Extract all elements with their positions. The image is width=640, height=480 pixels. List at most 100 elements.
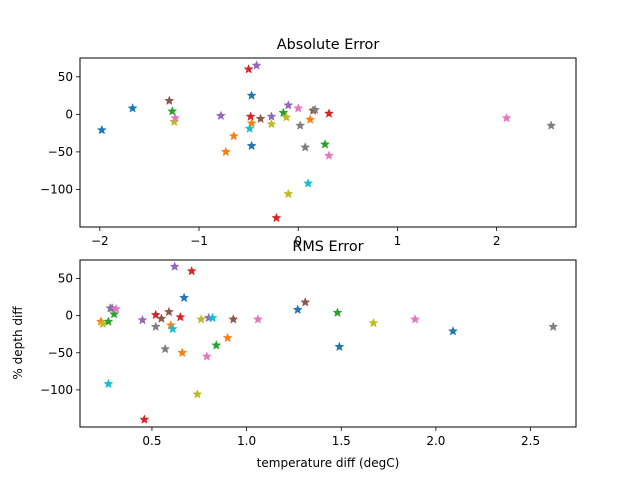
- absolute-error-point: [266, 118, 277, 129]
- rms-error-x-ticks: 0.5 1.0 1.5 2.0 2.5: [142, 427, 540, 448]
- rms-error-point: [175, 311, 186, 322]
- absolute-error-point: [246, 140, 257, 151]
- rms-error-x-tick-label: 1.0: [237, 434, 256, 448]
- y-axis-label: % depth diff: [11, 306, 25, 380]
- rms-error-points: [95, 261, 559, 424]
- rms-error-point: [228, 314, 239, 324]
- absolute-error-point: [228, 130, 239, 141]
- absolute-error-x-tick-label: 1: [394, 234, 402, 248]
- rms-error-point: [222, 332, 233, 343]
- absolute-error-point: [283, 188, 294, 199]
- absolute-error-point: [251, 60, 262, 70]
- absolute-error-point: [305, 114, 316, 124]
- rms-error-point: [150, 321, 161, 332]
- rms-error-point: [160, 343, 171, 354]
- absolute-error-x-tick-label: 2: [493, 234, 501, 248]
- rms-error-point: [150, 309, 161, 320]
- absolute-error-point: [164, 95, 175, 106]
- rms-error-point: [137, 314, 148, 325]
- absolute-error-point: [323, 150, 335, 160]
- rms-error-point: [177, 347, 188, 358]
- absolute-error-point: [320, 139, 331, 149]
- rms-error-point: [186, 265, 197, 276]
- absolute-error-point: [167, 106, 178, 116]
- rms-error-point: [207, 312, 218, 323]
- absolute-error-point: [244, 123, 255, 133]
- absolute-error-subplot: Absolute Error −2 −1 0 1 2 −100 −50 0 50: [40, 37, 577, 248]
- rms-error-point: [368, 317, 379, 328]
- rms-error-point: [548, 321, 559, 332]
- absolute-error-y-tick-label: 0: [65, 107, 73, 121]
- absolute-error-point: [323, 108, 335, 118]
- absolute-error-point: [283, 100, 294, 110]
- rms-error-x-tick-label: 1.5: [332, 434, 351, 448]
- rms-error-point: [211, 340, 222, 350]
- absolute-error-point: [243, 63, 254, 74]
- rms-error-point: [196, 314, 207, 324]
- absolute-error-y-tick-label: −50: [48, 145, 73, 159]
- rms-error-point: [334, 341, 345, 352]
- rms-error-point: [103, 316, 114, 326]
- absolute-error-points: [96, 60, 557, 223]
- absolute-error-point: [278, 107, 289, 118]
- absolute-error-point: [220, 146, 231, 157]
- absolute-error-point: [293, 103, 304, 113]
- rms-error-y-ticks: −100 −50 0 50: [40, 272, 80, 397]
- rms-error-point: [292, 304, 303, 315]
- absolute-error-point: [96, 124, 107, 135]
- absolute-error-x-tick-label: −1: [190, 234, 208, 248]
- rms-error-point: [201, 351, 212, 361]
- rms-error-point: [110, 303, 121, 314]
- rms-error-point: [139, 414, 150, 424]
- x-axis-label: temperature diff (degC): [257, 456, 400, 470]
- absolute-error-point: [271, 212, 282, 223]
- absolute-error-x-tick-label: 0: [294, 234, 302, 248]
- absolute-error-point: [303, 178, 314, 188]
- rms-error-point: [332, 307, 343, 317]
- rms-error-point: [156, 313, 167, 323]
- rms-error-title: RMS Error: [292, 239, 363, 255]
- rms-error-x-tick-label: 2.5: [521, 434, 540, 448]
- rms-error-x-tick-label: 2.0: [426, 434, 445, 448]
- rms-error-point: [447, 325, 458, 336]
- absolute-error-point: [246, 118, 257, 128]
- rms-error-subplot: 0.5 1.0 1.5 2.0 2.5 −100 −50 0 50 temperature d…: [11, 259, 577, 470]
- absolute-error-y-tick-label: −100: [40, 182, 73, 196]
- absolute-error-point: [255, 113, 266, 124]
- rms-error-point: [179, 292, 190, 303]
- rms-error-x-tick-label: 0.5: [142, 434, 161, 448]
- absolute-error-y-ticks: −100 −50 0 50: [40, 70, 80, 196]
- rms-error-y-tick-label: 0: [65, 309, 73, 323]
- rms-error-point: [167, 323, 178, 334]
- absolute-error-point: [245, 111, 256, 121]
- absolute-error-title: Absolute Error: [277, 37, 380, 53]
- absolute-error-x-tick-label: −2: [91, 234, 109, 248]
- absolute-error-point: [281, 112, 292, 122]
- absolute-error-point: [215, 110, 226, 121]
- absolute-error-point: [246, 90, 257, 100]
- rms-error-point: [103, 378, 114, 389]
- rms-error-point: [169, 261, 180, 271]
- absolute-error-point: [501, 112, 512, 123]
- absolute-error-point: [127, 103, 138, 113]
- rms-error-point: [109, 308, 120, 319]
- rms-error-point: [97, 318, 108, 329]
- absolute-error-x-ticks: −2 −1 0 1 2: [91, 227, 500, 248]
- rms-error-point: [410, 314, 421, 324]
- absolute-error-point: [170, 112, 181, 123]
- absolute-error-point: [266, 111, 277, 121]
- rms-error-point: [163, 306, 174, 317]
- rms-error-axes-frame: [79, 259, 577, 428]
- rms-error-y-tick-label: −100: [40, 383, 73, 397]
- absolute-error-axes-frame: [79, 57, 577, 228]
- absolute-error-y-tick-label: 50: [58, 70, 73, 84]
- absolute-error-point: [300, 142, 311, 152]
- absolute-error-point: [310, 104, 321, 115]
- rms-error-y-tick-label: 50: [58, 272, 73, 286]
- rms-error-y-tick-label: −50: [48, 346, 73, 360]
- absolute-error-point: [295, 120, 306, 130]
- absolute-error-point: [546, 120, 557, 130]
- rms-error-point: [192, 389, 203, 399]
